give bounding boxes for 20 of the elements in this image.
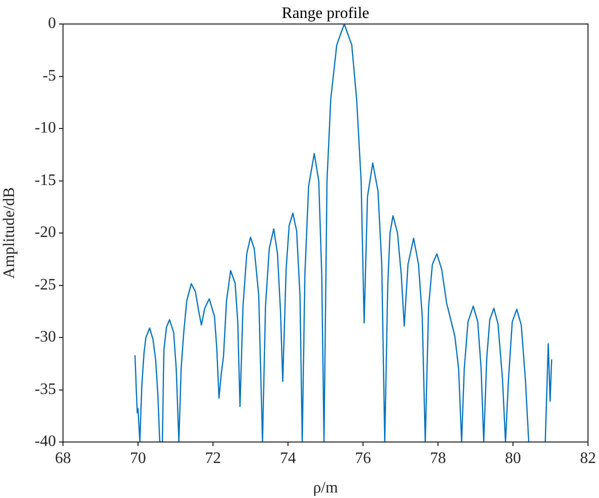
x-tick-label: 74	[280, 450, 296, 467]
x-tick-label: 78	[430, 450, 446, 467]
chart-title: Range profile	[282, 5, 370, 22]
x-tick-label: 68	[55, 450, 71, 467]
x-tick-label: 76	[355, 450, 371, 467]
x-tick-label: 72	[205, 450, 221, 467]
x-tick-label: 70	[130, 450, 146, 467]
x-tick-label: 82	[580, 450, 596, 467]
y-tick-label: -40	[34, 433, 56, 450]
y-tick-label: 0	[48, 15, 56, 32]
y-tick-label: -30	[34, 328, 56, 346]
y-tick-label: -10	[34, 120, 56, 137]
x-tick-label: 80	[505, 450, 521, 467]
y-tick-label: -35	[34, 380, 56, 398]
y-axis-title: Amplitude/dB	[0, 187, 18, 279]
y-tick-label: -20	[34, 224, 56, 242]
y-tick-label: -15	[34, 172, 56, 189]
y-tick-label: -5	[42, 67, 56, 84]
y-tick-label: -25	[34, 276, 56, 294]
x-axis-title: ρ/m	[313, 480, 338, 497]
